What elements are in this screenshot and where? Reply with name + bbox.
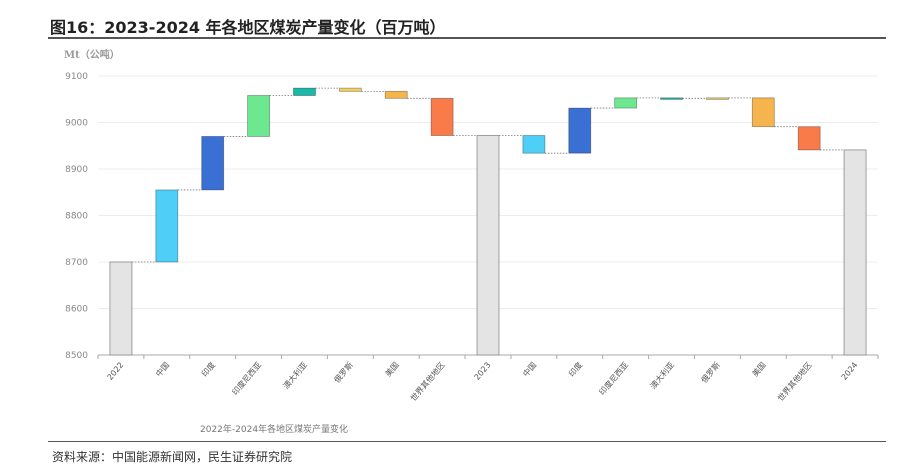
y-tick-label: 8900 (65, 165, 88, 175)
x-tick-label: 美国 (750, 360, 768, 379)
title-divider (48, 37, 886, 39)
x-tick-label: 印度 (566, 360, 584, 379)
connector-lines (131, 87, 845, 263)
bars (109, 87, 867, 356)
change-bar (568, 107, 592, 154)
x-tick-label: 澳大利亚 (281, 360, 309, 391)
change-bar (338, 87, 362, 92)
y-tick-label: 8600 (65, 305, 88, 315)
change-bar (155, 189, 179, 263)
chart-caption: 2022年-2024年各地区煤炭产量变化 (200, 423, 348, 435)
x-tick-label: 印度尼西亚 (230, 360, 263, 397)
x-tick-label: 中国 (520, 360, 538, 379)
x-tick-label: 印度 (199, 360, 217, 379)
x-tick-label: 俄罗斯 (332, 360, 355, 385)
y-tick-label: 8500 (65, 351, 88, 361)
change-bar (522, 135, 546, 154)
y-tick-label: 8700 (65, 258, 88, 268)
x-tick-label: 俄罗斯 (699, 360, 722, 385)
source-divider (48, 441, 886, 442)
y-tick-labels: 8500 8600 8700 8800 8900 9000 9100 (65, 72, 88, 361)
change-bar (614, 97, 638, 109)
change-bar (660, 97, 683, 100)
source-note: 资料来源：中国能源新闻网，民生证券研究院 (52, 450, 293, 464)
x-tick-label: 世界其他地区 (408, 360, 447, 403)
x-tick-label: 澳大利亚 (648, 360, 676, 391)
waterfall-chart: Mt（公吨） 8500 8600 8700 8800 8900 9000 9100 2022… (64, 48, 879, 435)
change-bar (797, 126, 821, 151)
change-bar (293, 87, 316, 96)
y-tick-label: 9000 (65, 119, 88, 129)
total-bar (476, 135, 500, 356)
x-tick-label: 2022 (105, 361, 125, 382)
x-tick-labels: 2022 中国 印度 印度尼西亚 澳大利亚 俄罗斯 美国 世界其他地区 2023 中国 印度 印度尼西… (97, 355, 879, 403)
x-tick-label: 中国 (153, 360, 171, 379)
y-tick-label: 8800 (65, 212, 88, 222)
x-tick-label: 美国 (383, 360, 401, 379)
x-tick-label: 印度尼西亚 (597, 360, 630, 397)
y-axis-unit-label: Mt（公吨） (64, 48, 120, 61)
x-tick-label: 2024 (840, 361, 860, 382)
x-tick-label: 2023 (473, 361, 493, 382)
total-bar (109, 261, 133, 356)
change-bar (384, 90, 408, 99)
change-bar (706, 97, 729, 100)
change-bar (247, 95, 270, 137)
change-bar (751, 97, 775, 128)
change-bar (430, 97, 454, 136)
figure-title: 图16：2023-2024 年各地区煤炭产量变化（百万吨） (50, 18, 446, 37)
y-tick-label: 9100 (65, 72, 88, 82)
change-bar (201, 136, 225, 191)
total-bar (843, 149, 867, 356)
x-tick-label: 世界其他地区 (775, 360, 814, 403)
